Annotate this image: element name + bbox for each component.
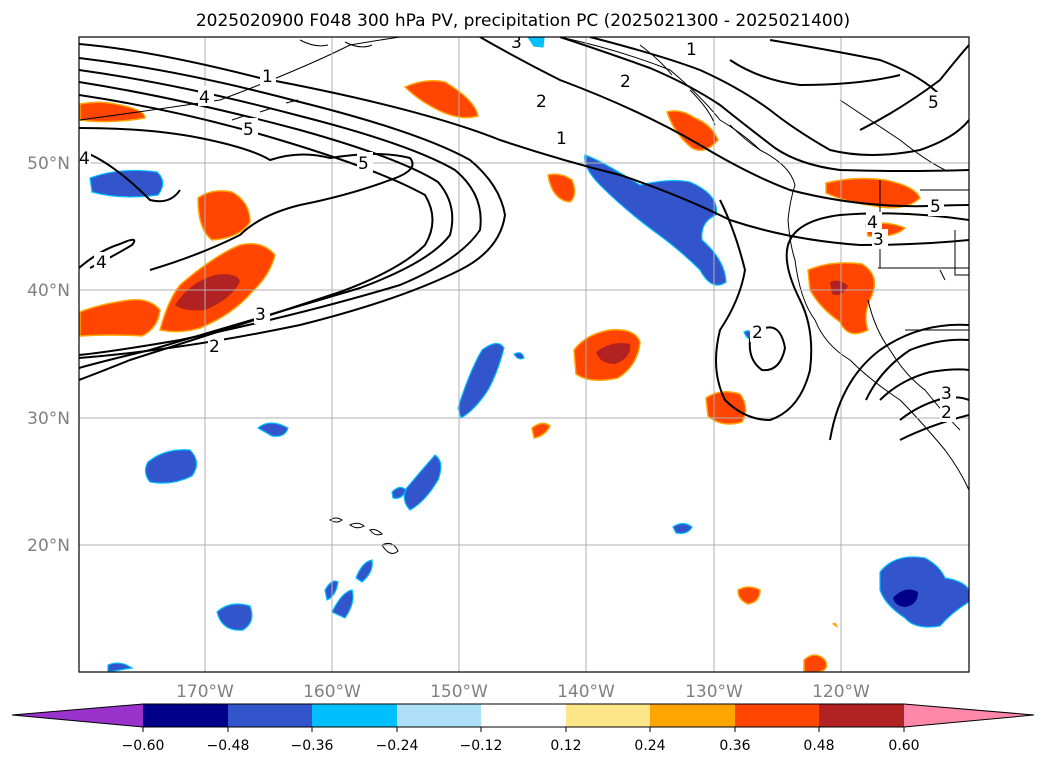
pv-label-1: 1 (556, 129, 567, 149)
lon-label-170w: 170°W (176, 682, 234, 702)
pv-label-2: 2 (941, 403, 952, 423)
lon-label-160w: 160°W (303, 682, 361, 702)
colorbar: −0.60 −0.48 −0.36 −0.24 −0.12 0.12 0.24 … (11, 703, 1035, 754)
colorbar-tick-label: 0.12 (550, 738, 581, 754)
lon-label-150w: 150°W (430, 682, 488, 702)
colorbar-tick-label: −0.36 (291, 738, 334, 754)
pv-label-5: 5 (928, 93, 939, 113)
pv-label-3: 3 (255, 305, 266, 325)
map-background (79, 37, 969, 672)
lon-label-130w: 130°W (685, 682, 743, 702)
pv-contour-labels: 1 4 5 5 4 3 2 2 1 2 1 (79, 33, 956, 423)
pv-label-1: 1 (686, 40, 697, 60)
longitude-labels: 170°W 160°W 150°W 140°W 130°W 120°W (176, 682, 870, 702)
colorbar-segment (397, 704, 481, 727)
latitude-labels: 50°N 40°N 30°N 20°N (27, 154, 70, 556)
colorbar-segment (312, 704, 397, 727)
lat-label-20n: 20°N (27, 536, 70, 556)
lon-label-140w: 140°W (557, 682, 615, 702)
precip-negative-shading (89, 37, 969, 672)
colorbar-segment (481, 704, 566, 727)
lat-label-40n: 40°N (27, 281, 70, 301)
map-frame (78, 36, 970, 673)
colorbar-segment (566, 704, 650, 727)
colorbar-tick-label: −0.24 (376, 738, 419, 754)
pv-label-5: 5 (930, 197, 941, 217)
pv-label-4: 4 (867, 213, 878, 233)
pv-label-3: 3 (941, 384, 952, 404)
colorbar-segment (819, 704, 904, 727)
pv-label-2: 2 (209, 337, 220, 357)
pv-label-3: 3 (511, 33, 522, 53)
colorbar-tick-label: 0.24 (634, 738, 665, 754)
pv-label-4: 4 (199, 88, 210, 108)
pv-label-2: 2 (752, 323, 763, 343)
colorbar-tick-label: −0.60 (122, 738, 165, 754)
pv-label-5: 5 (243, 120, 254, 140)
colorbar-tick-label: −0.12 (460, 738, 503, 754)
pv-label-4: 4 (96, 253, 107, 273)
colorbar-extend-high (904, 704, 1034, 727)
colorbar-tick-label: −0.48 (207, 738, 250, 754)
colorbar-extend-low (12, 704, 143, 727)
colorbar-segment (228, 704, 312, 727)
colorbar-segment (650, 704, 735, 727)
pv-label-4: 4 (79, 149, 90, 169)
pv-label-1: 1 (262, 67, 273, 87)
lat-label-30n: 30°N (27, 409, 70, 429)
pv-label-2: 2 (536, 92, 547, 112)
gridlines (79, 37, 969, 672)
colorbar-segment (735, 704, 819, 727)
colorbar-segment (143, 704, 228, 727)
lon-label-120w: 120°W (812, 682, 870, 702)
colorbar-tick-label: 0.48 (803, 738, 834, 754)
pv-label-2: 2 (620, 72, 631, 92)
colorbar-tick-label: 0.60 (888, 738, 919, 754)
colorbar-tick-label: 0.36 (719, 738, 750, 754)
figure-title: 2025020900 F048 300 hPa PV, precipitatio… (196, 11, 850, 31)
lat-label-50n: 50°N (27, 154, 70, 174)
pv-label-3: 3 (873, 230, 884, 250)
pv-label-5: 5 (358, 154, 369, 174)
map-panel: 1 4 5 5 4 3 2 2 1 2 1 (78, 33, 970, 673)
precip-positive-shading (79, 80, 921, 672)
